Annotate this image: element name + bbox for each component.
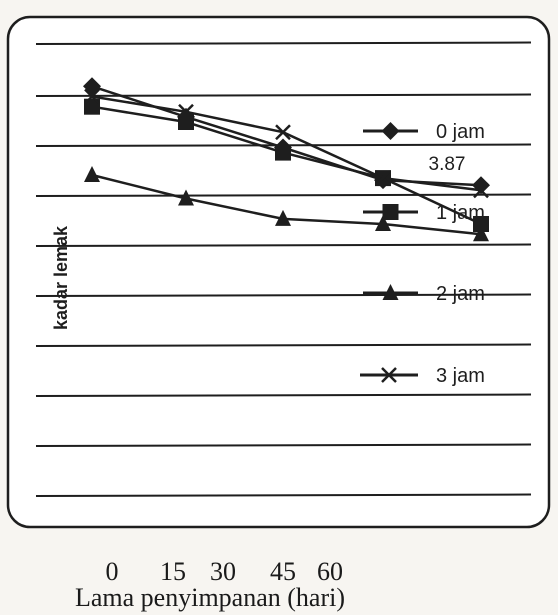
gridline-7	[35, 393, 532, 397]
legend: 0 jam 1 jam 2 jam 3 jam	[360, 121, 485, 387]
point-1-jam-2	[275, 144, 291, 161]
x-tick-label: 30	[210, 557, 236, 586]
point-1-jam-0	[84, 98, 100, 115]
point-3-jam-2	[275, 124, 291, 141]
legend-label-3-jam: 3 jam	[436, 365, 485, 387]
series-layer	[83, 77, 490, 242]
series-2-jam	[84, 166, 489, 242]
gridline-5	[35, 293, 532, 297]
legend-marker-1-jam	[382, 204, 399, 220]
y-axis-label: kadar lemak	[51, 225, 71, 330]
annotation-label: 3.87	[429, 154, 466, 175]
legend-item-2-jam: 2 jam	[363, 283, 485, 305]
gridline-0	[35, 41, 532, 45]
gridline-8	[35, 443, 532, 447]
point-1-jam-4	[473, 216, 489, 232]
point-3-jam-3	[375, 170, 391, 186]
x-axis-label: Lama penyimpanan (hari)	[75, 583, 345, 612]
gridline-4	[35, 243, 532, 247]
legend-marker-0-jam	[381, 122, 400, 140]
point-1-jam-1	[178, 114, 194, 130]
series-3-jam	[84, 88, 489, 199]
legend-marker-3-jam	[381, 367, 397, 383]
legend-label-2-jam: 2 jam	[436, 283, 485, 305]
x-tick-label: 60	[317, 557, 343, 586]
gridline-9	[35, 493, 532, 497]
legend-label-0-jam: 0 jam	[436, 121, 485, 143]
point-2-jam-3	[375, 215, 391, 231]
point-2-jam-0	[84, 166, 100, 183]
legend-item-0-jam: 0 jam	[363, 121, 485, 143]
x-tick-label: 15	[160, 557, 186, 586]
legend-marker-2-jam	[382, 284, 399, 300]
legend-item-1-jam: 1 jam	[363, 202, 485, 224]
gridline-3	[35, 193, 532, 197]
point-2-jam-1	[178, 189, 194, 206]
point-2-jam-4	[473, 225, 489, 242]
legend-item-3-jam: 3 jam	[360, 365, 485, 387]
point-3-jam-4	[473, 182, 489, 199]
gridline-6	[35, 343, 532, 347]
point-3-jam-1	[178, 103, 194, 120]
legend-label-1-jam: 1 jam	[436, 202, 485, 224]
point-3-jam-0	[84, 88, 100, 105]
x-tick-label: 0	[105, 557, 119, 586]
x-tick-label: 45	[270, 557, 296, 586]
point-2-jam-2	[275, 209, 291, 226]
